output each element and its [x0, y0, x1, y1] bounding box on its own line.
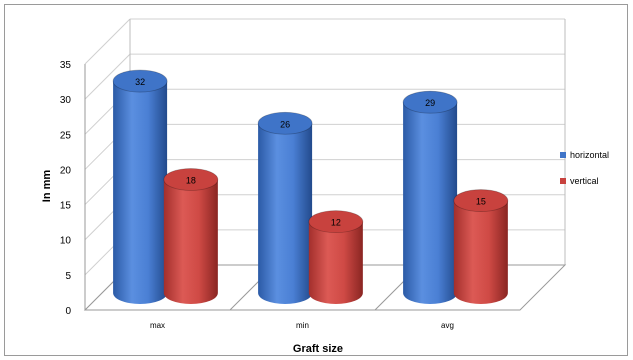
bar-body: [113, 81, 168, 304]
bar-top: [402, 90, 458, 114]
y-tick-label: 10: [60, 236, 72, 247]
y-tick-label: 15: [60, 201, 72, 212]
bar-body: [308, 221, 363, 304]
data-label: 15: [476, 197, 486, 207]
y-tick-label: 5: [65, 271, 71, 282]
side-gridline: [84, 53, 131, 100]
bar-top: [453, 189, 509, 212]
bar-body: [163, 179, 218, 304]
bar: [163, 168, 219, 304]
data-label: 26: [280, 119, 290, 129]
bar-body: [258, 123, 313, 304]
bar: [402, 90, 458, 305]
legend-label: vertical: [570, 176, 599, 186]
legend-label: horizontal: [570, 150, 609, 160]
y-tick-label: 20: [60, 165, 72, 176]
side-gridline: [84, 18, 131, 65]
x-tick-label: max: [150, 321, 165, 330]
bar: [453, 189, 509, 304]
legend-swatch: [560, 178, 566, 184]
y-tick-label: 0: [65, 306, 71, 317]
bar-top: [257, 111, 313, 135]
legend: horizontal vertical: [560, 150, 609, 186]
x-axis-title: Graft size: [293, 343, 343, 355]
x-tick-label: min: [296, 321, 309, 330]
bar: [112, 69, 168, 304]
data-label: 29: [425, 98, 435, 108]
bar-top: [308, 210, 364, 234]
y-tick-label: 35: [60, 60, 72, 71]
data-label: 32: [135, 77, 145, 87]
y-axis-title: In mm: [41, 170, 53, 203]
data-label: 12: [331, 218, 341, 228]
bar-body: [453, 200, 508, 304]
y-tick-label: 30: [60, 95, 72, 106]
bar-top: [163, 168, 219, 191]
data-label: 18: [186, 175, 196, 185]
labels: 0 5 10 15 20 25 30 35 max min avg 32 26 29 18 12 15: [60, 60, 486, 330]
bar: [257, 111, 313, 304]
bars: [112, 69, 509, 305]
bar: [308, 210, 364, 304]
bar-body: [403, 102, 458, 305]
x-tick-label: avg: [441, 321, 454, 330]
bar-top: [112, 69, 168, 93]
y-tick-label: 25: [60, 130, 72, 141]
legend-swatch: [560, 152, 566, 158]
